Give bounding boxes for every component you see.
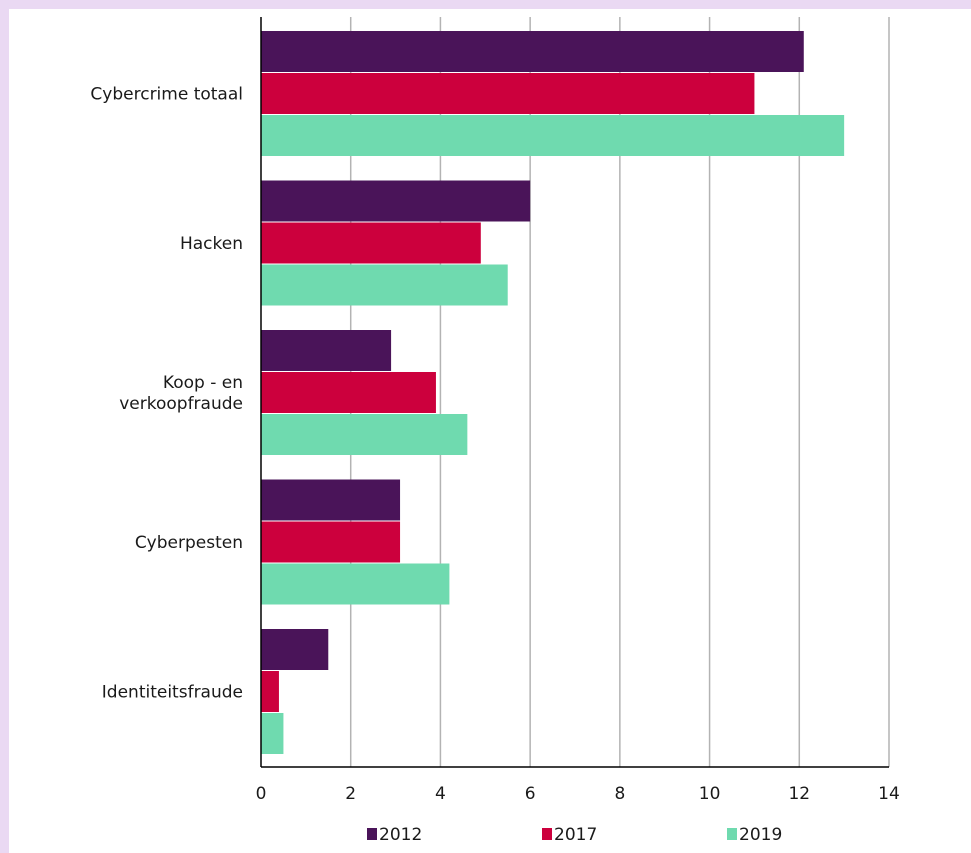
bar-2017-0 <box>261 73 755 114</box>
bar-2019-4 <box>261 713 284 754</box>
bar-2019-3 <box>261 563 450 605</box>
bar-2012-1 <box>261 180 531 222</box>
category-label: Identiteitsfraude <box>102 683 243 703</box>
x-tick-label: 6 <box>525 784 536 804</box>
bar-2012-4 <box>261 629 329 670</box>
legend-label-2012: 2012 <box>379 825 422 845</box>
category-label: Hacken <box>180 234 243 254</box>
x-tick-label: 0 <box>256 784 267 804</box>
x-tick-label: 14 <box>878 784 900 804</box>
category-label: verkoopfraude <box>119 394 243 414</box>
bar-2012-3 <box>261 479 401 521</box>
legend-label-2017: 2017 <box>554 825 597 845</box>
bar-2017-3 <box>261 521 401 563</box>
bar-2019-2 <box>261 414 468 455</box>
category-label: Koop - en <box>163 373 243 393</box>
x-tick-label: 10 <box>699 784 721 804</box>
bar-2012-2 <box>261 330 392 371</box>
bar-2019-1 <box>261 264 508 306</box>
x-tick-label: 2 <box>345 784 356 804</box>
bar-2019-0 <box>261 115 845 156</box>
legend-swatch-2019 <box>727 828 737 840</box>
bar-2012-0 <box>261 31 804 72</box>
category-label: Cyberpesten <box>135 533 243 553</box>
x-tick-label: 8 <box>614 784 625 804</box>
bar-2017-4 <box>261 671 279 712</box>
bar-2017-2 <box>261 372 436 413</box>
legend-swatch-2017 <box>542 828 552 840</box>
x-tick-label: 12 <box>788 784 810 804</box>
bar-2017-1 <box>261 222 481 264</box>
legend-label-2019: 2019 <box>739 825 782 845</box>
category-label: Cybercrime totaal <box>90 85 243 105</box>
legend-swatch-2012 <box>367 828 377 840</box>
x-tick-label: 4 <box>435 784 446 804</box>
